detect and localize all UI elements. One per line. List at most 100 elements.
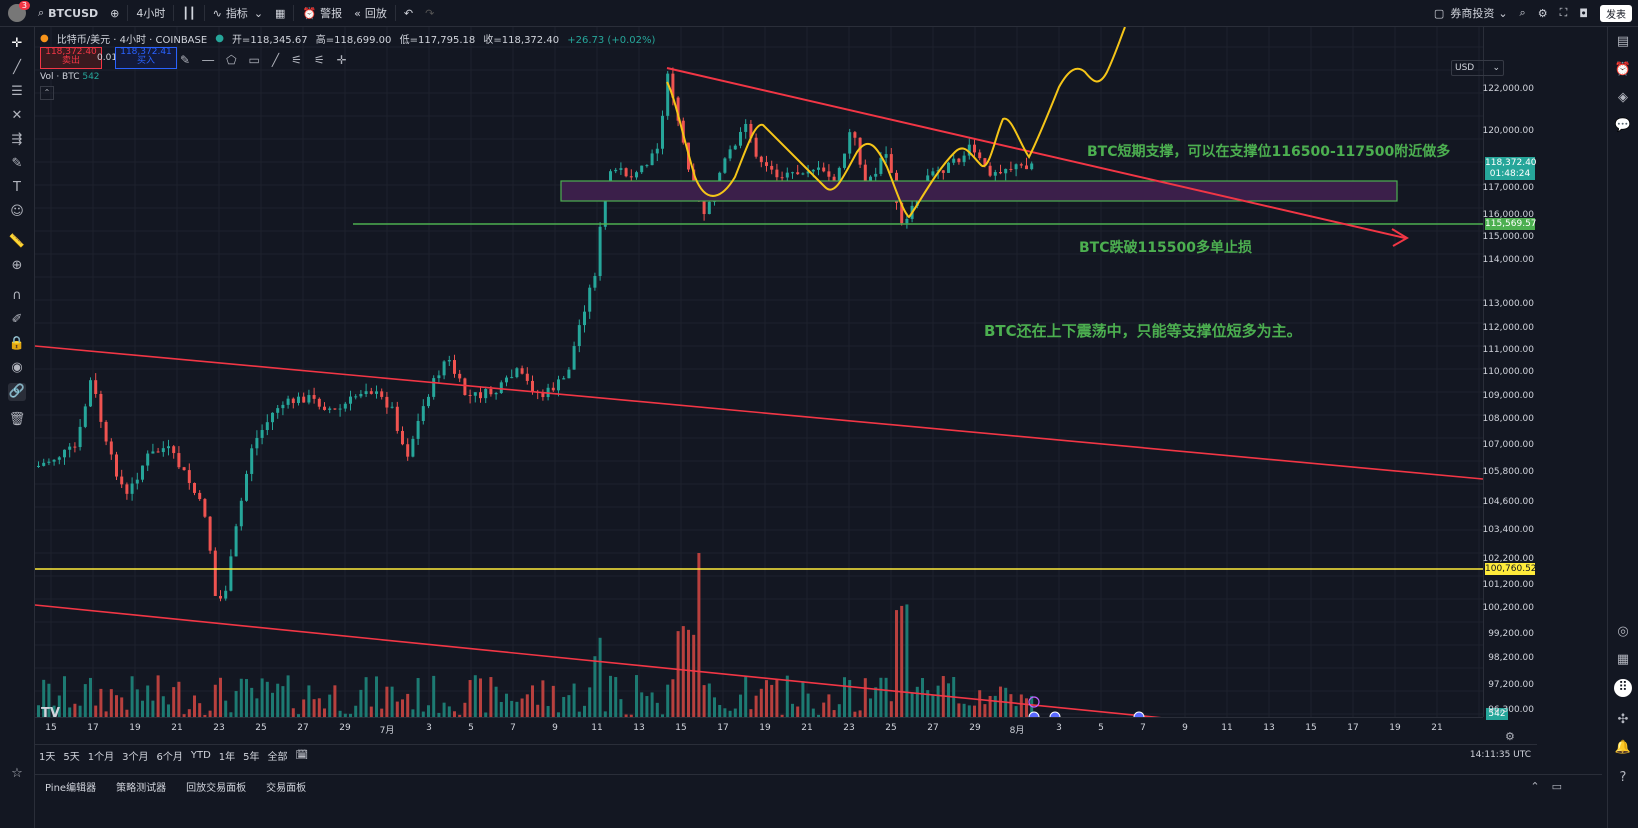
sliders-icon[interactable]: ⚟ — [313, 53, 325, 67]
volume-bar — [167, 704, 170, 717]
replay-button[interactable]: «回放 — [354, 6, 387, 21]
utc-clock[interactable]: 14:11:35 UTC — [1469, 750, 1531, 760]
price-label: 102,200.00 — [1482, 554, 1534, 564]
volume-bar — [120, 697, 124, 717]
calendar-icon[interactable]: ▦ — [1616, 652, 1630, 667]
link-icon[interactable]: 🔗 — [8, 383, 26, 401]
candle — [427, 396, 430, 407]
candle — [78, 426, 82, 447]
price-chart[interactable]: TV — [35, 27, 1483, 717]
volume-bar — [744, 676, 748, 717]
text-icon[interactable]: T — [13, 180, 21, 195]
fullscreen-button[interactable]: ⛶ — [1554, 0, 1574, 26]
volume-bar — [863, 678, 867, 717]
add-symbol-button[interactable]: ⊕ — [104, 0, 125, 26]
time-axis[interactable]: 15 17 19 21 23 25 27 29 7月 3 5 7 9 11 13 15 17 19 21 23 25 27… — [35, 717, 1483, 742]
price-label: 100,200.00 — [1482, 603, 1534, 613]
price-axis[interactable]: USD ⌄ 118,372.40 01:48:24 115,569.57 100,… — [1451, 27, 1538, 720]
crosshair-icon[interactable]: ✛ — [336, 53, 347, 67]
brush-icon[interactable]: ✎ — [11, 156, 23, 171]
hub-icon[interactable]: ✣ — [1617, 712, 1629, 727]
volume-bar — [89, 677, 92, 717]
alarm-clock-icon[interactable]: ⏰ — [1614, 62, 1632, 77]
broker-button[interactable]: ▢ 券商投资 ⌄ — [1433, 6, 1508, 21]
volume-bar — [317, 698, 321, 717]
fib-icon[interactable]: ☰ — [11, 84, 23, 99]
range-button[interactable]: YTD — [190, 749, 211, 761]
interval-button[interactable]: 4小时 — [136, 7, 166, 20]
axis-settings-button[interactable]: ⚙ — [1505, 730, 1515, 743]
settings-button[interactable]: ⚙ — [1532, 0, 1554, 26]
chart-type-button[interactable]: ┃┃ — [176, 0, 201, 26]
price-label: 113,000.00 — [1482, 299, 1534, 309]
bottom-tab[interactable]: 回放交易面板 — [186, 782, 247, 794]
avatar[interactable]: 3 — [8, 1, 30, 22]
sliders-icon[interactable]: ⚟ — [291, 53, 302, 67]
candle — [328, 408, 332, 410]
collapse-legend-button[interactable]: ⌃ — [40, 86, 54, 100]
symbol-search[interactable]: ⌕ BTCUSD — [38, 6, 99, 20]
volume-bar — [453, 711, 456, 717]
buy-button[interactable]: 118,372.41 买入 — [115, 47, 177, 69]
redo-button[interactable]: ↷ — [419, 0, 440, 26]
indicators-button[interactable]: ∿ 指标 ⌄ — [212, 6, 264, 21]
zoom-icon[interactable]: ⊕ — [11, 258, 23, 273]
ruler-icon[interactable]: 📏 — [8, 234, 26, 249]
trendline-icon[interactable]: ╱ — [13, 60, 21, 75]
range-button[interactable]: 1个月 — [87, 751, 115, 763]
currency-select[interactable]: USD ⌄ — [1451, 60, 1504, 76]
range-button[interactable]: 5天 — [63, 751, 80, 763]
star-icon[interactable]: ☆ — [11, 766, 23, 781]
range-button[interactable]: 全部 — [267, 751, 288, 763]
lock-icon[interactable]: 🔒 — [8, 336, 26, 351]
magnet-icon[interactable]: ∩ — [12, 288, 22, 303]
bottom-tab[interactable]: 策略测试器 — [116, 782, 167, 794]
crosshair-icon[interactable]: ✛ — [11, 36, 23, 51]
keypad-icon[interactable]: ⠿ — [1614, 679, 1632, 697]
help-icon[interactable]: ? — [1619, 770, 1627, 785]
chevron-up-icon[interactable]: ⌃ — [1530, 779, 1540, 793]
volume-bar — [203, 714, 207, 717]
volume-bar — [312, 699, 316, 717]
alert-button[interactable]: ⏰ 警报 — [302, 6, 343, 21]
range-button[interactable]: 3个月 — [122, 751, 149, 763]
pattern-icon[interactable]: ✕ — [11, 108, 23, 123]
shape-icon[interactable]: ⬠ — [226, 53, 237, 67]
symbol-title[interactable]: 比特币/美元 · 4小时 · COINBASE — [56, 35, 208, 46]
bell-icon[interactable]: 🔔 — [1614, 740, 1632, 755]
candle — [510, 377, 514, 379]
target-icon[interactable]: ◎ — [1617, 624, 1629, 639]
calendar-icon[interactable]: 🗓 — [295, 749, 309, 761]
emoji-icon[interactable]: ☺ — [10, 204, 24, 219]
eye-icon[interactable]: ◉ — [11, 360, 23, 375]
undo-button[interactable]: ↶ — [398, 0, 419, 26]
maximize-icon[interactable]: ▭ — [1551, 779, 1562, 793]
time-label: 7 — [1140, 723, 1146, 733]
pencil-icon[interactable]: ✎ — [180, 53, 191, 67]
publish-button[interactable]: 发表 — [1594, 0, 1638, 26]
range-button[interactable]: 6个月 — [156, 751, 183, 763]
range-button[interactable]: 5年 — [243, 751, 260, 763]
candle — [115, 454, 118, 477]
watchlist-icon[interactable]: ▤ — [1616, 34, 1630, 49]
candle — [390, 406, 394, 408]
bottom-tab[interactable]: Pine编辑器 — [45, 782, 97, 794]
price-label: 110,000.00 — [1482, 367, 1534, 377]
range-button[interactable]: 1年 — [218, 751, 236, 763]
layouts-button[interactable]: ▦ — [269, 0, 291, 26]
rect-icon[interactable]: ▭ — [248, 53, 260, 67]
chat-icon[interactable]: 💬 — [1614, 118, 1632, 133]
quick-search-button[interactable]: ⌕ — [1514, 0, 1532, 26]
forecast-icon[interactable]: ⇶ — [11, 132, 23, 147]
time-label: 11 — [591, 723, 603, 733]
line-icon[interactable]: ― — [202, 53, 215, 67]
lock-drawing-icon[interactable]: ✐ — [11, 312, 23, 327]
trash-icon[interactable]: 🗑 — [8, 412, 26, 427]
sell-button[interactable]: 118,372.40 卖出 — [40, 47, 102, 69]
brush-icon[interactable]: ╱ — [271, 53, 280, 67]
range-button[interactable]: 1天 — [39, 751, 56, 763]
bottom-tab[interactable]: 交易面板 — [266, 782, 307, 794]
undo-icon: ↶ — [403, 6, 414, 20]
snapshot-button[interactable]: ◘ — [1573, 0, 1594, 26]
layers-icon[interactable]: ◈ — [1618, 90, 1628, 105]
